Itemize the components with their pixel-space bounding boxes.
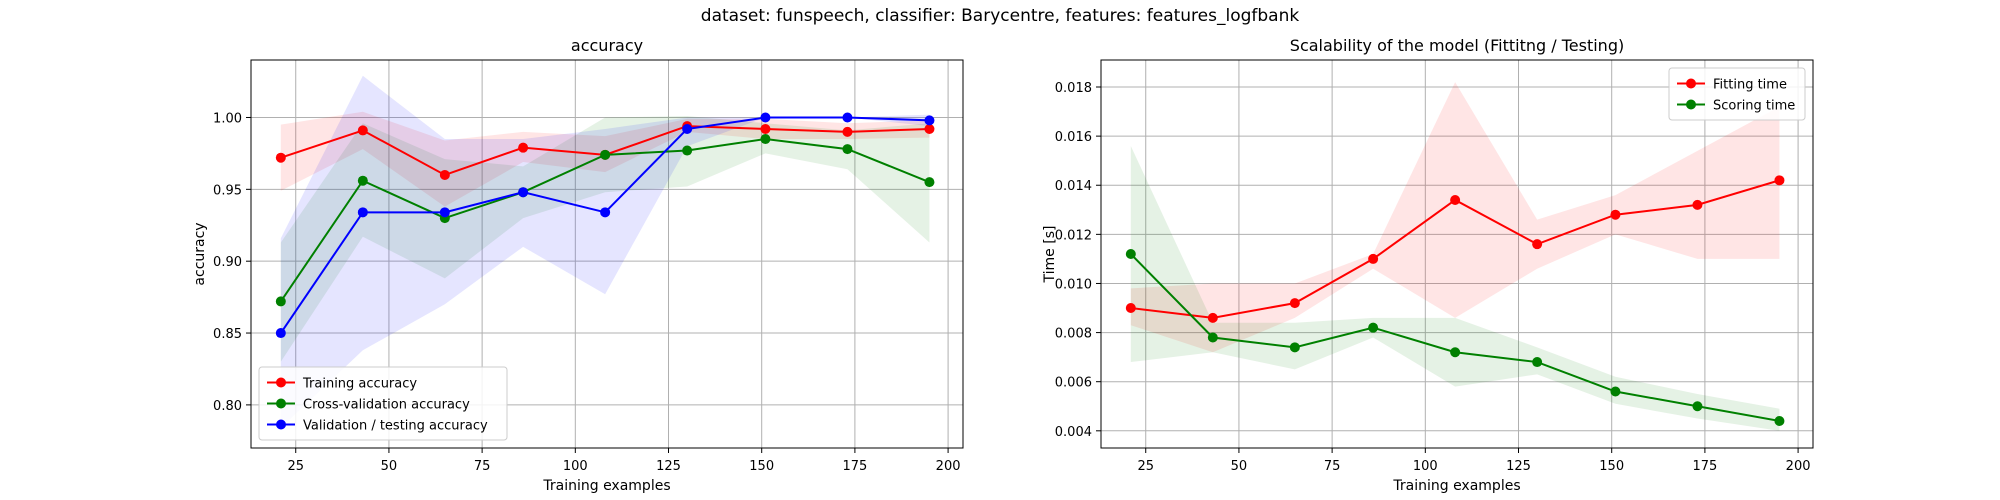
validation-testing-accuracy-point	[760, 112, 771, 123]
fitting-time-point	[1692, 199, 1703, 210]
legend-label: Scoring time	[1713, 99, 1795, 114]
chart-title: Scalability of the model (Fittitng / Tes…	[1290, 36, 1624, 55]
axes-frame	[250, 59, 964, 449]
fitting-time-point	[1450, 194, 1461, 205]
training-accuracy-point	[924, 123, 935, 134]
training-accuracy-point	[275, 152, 286, 163]
legend-label: Validation / testing accuracy	[303, 419, 488, 434]
chart-title: accuracy	[571, 36, 643, 55]
legend-label: Training accuracy	[302, 377, 417, 392]
fitting-time-point	[1610, 209, 1621, 220]
legend: Fitting time Scoring time	[1668, 67, 1806, 121]
training-accuracy-point	[439, 169, 450, 180]
validation-testing-accuracy-point	[439, 207, 450, 218]
validation-testing-accuracy-point	[518, 187, 529, 198]
x-tick-label: 50	[381, 459, 398, 474]
legend-swatch-marker	[276, 419, 286, 430]
legend-swatch-marker	[276, 377, 286, 388]
scoring-time-point	[1368, 322, 1379, 333]
x-tick-label: 150	[1599, 459, 1624, 474]
legend-label: Cross-validation accuracy	[303, 398, 470, 413]
x-tick-label: 75	[474, 459, 491, 474]
training-accuracy-point	[518, 142, 529, 153]
legend-label: Fitting time	[1713, 78, 1787, 93]
y-tick-label: 0.80	[213, 399, 242, 414]
fitting-time-point	[1774, 175, 1785, 186]
scoring-time-band	[1130, 145, 1780, 431]
validation-testing-accuracy-point	[682, 123, 693, 134]
y-axis-label: Time [s]	[1042, 226, 1058, 284]
y-tick-label: 0.012	[1055, 228, 1092, 243]
scoring-time-point	[1774, 415, 1785, 426]
x-tick-label: 150	[749, 459, 774, 474]
cross-validation-accuracy-point	[275, 296, 286, 307]
fitting-time-point	[1368, 253, 1379, 264]
scoring-time-point	[1207, 332, 1218, 343]
y-tick-label: 0.010	[1055, 277, 1092, 292]
validation-testing-accuracy-band	[280, 75, 930, 428]
x-tick-label: 175	[842, 459, 867, 474]
x-tick-label: 200	[936, 459, 961, 474]
y-tick-label: 0.90	[213, 255, 242, 270]
cross-validation-accuracy-point	[760, 134, 771, 145]
validation-testing-accuracy-point	[275, 328, 286, 339]
cross-validation-accuracy-point	[357, 175, 368, 186]
training-accuracy-point	[760, 123, 771, 134]
y-tick-label: 0.95	[213, 183, 242, 198]
fitting-time-point	[1532, 239, 1543, 250]
y-tick-label: 0.008	[1055, 327, 1092, 342]
training-accuracy-point	[842, 126, 853, 137]
legend: Training accuracy Cross-validation accura…	[258, 366, 508, 441]
x-tick-label: 175	[1692, 459, 1717, 474]
cross-validation-accuracy-point	[924, 177, 935, 188]
x-tick-label: 200	[1786, 459, 1811, 474]
axes-frame	[1100, 59, 1814, 449]
y-tick-label: 0.016	[1055, 130, 1092, 145]
legend-swatch-marker	[1686, 78, 1696, 89]
x-tick-label: 125	[1506, 459, 1531, 474]
y-tick-label: 0.004	[1055, 425, 1092, 440]
fitting-time-point	[1207, 312, 1218, 323]
fitting-time-point	[1125, 303, 1136, 314]
x-tick-label: 25	[1137, 459, 1154, 474]
x-tick-label: 125	[656, 459, 681, 474]
legend-box	[1668, 67, 1806, 121]
cross-validation-accuracy-point	[842, 144, 853, 155]
y-tick-label: 0.014	[1055, 179, 1092, 194]
x-tick-label: 25	[287, 459, 304, 474]
figure-suptitle: dataset: funspeech, classifier: Barycent…	[700, 6, 1300, 26]
scoring-time-point	[1125, 249, 1136, 259]
scoring-time-point	[1692, 401, 1703, 412]
scalability-chart: 25 50 75 100 125 150 175 200 0.004 0.006 0.008 0.01…	[1042, 36, 1814, 494]
fitting-time-band	[1130, 82, 1780, 353]
y-tick-label: 1.00	[213, 111, 242, 126]
scoring-time-point	[1532, 357, 1543, 368]
y-axis-label: accuracy	[192, 222, 208, 285]
legend-swatch-marker	[1686, 99, 1696, 110]
y-tick-label: 0.006	[1055, 376, 1092, 391]
x-tick-label: 100	[563, 459, 588, 474]
validation-testing-accuracy-point	[600, 207, 611, 218]
validation-testing-accuracy-point	[357, 207, 368, 218]
validation-testing-accuracy-point	[842, 112, 853, 123]
validation-testing-accuracy-point	[924, 115, 935, 126]
fitting-time-point	[1289, 298, 1300, 309]
legend-box	[258, 366, 508, 441]
cross-validation-accuracy-point	[600, 149, 611, 160]
scoring-time-point	[1450, 347, 1461, 358]
x-axis-label: Training examples	[542, 478, 670, 494]
accuracy-chart: 25 50 75 100 125 150 175 200 0.80 0.85 0.90 0.95 1.0…	[192, 36, 964, 494]
scoring-time-point	[1289, 342, 1300, 353]
x-tick-label: 100	[1413, 459, 1438, 474]
x-axis-label: Training examples	[1392, 478, 1520, 494]
cross-validation-accuracy-point	[682, 145, 693, 156]
y-tick-label: 0.85	[213, 327, 242, 342]
scoring-time-point	[1610, 386, 1621, 397]
legend-swatch-marker	[276, 398, 286, 409]
y-tick-label: 0.018	[1055, 81, 1092, 96]
training-accuracy-point	[357, 125, 368, 136]
x-tick-label: 75	[1324, 459, 1341, 474]
x-tick-label: 50	[1231, 459, 1248, 474]
